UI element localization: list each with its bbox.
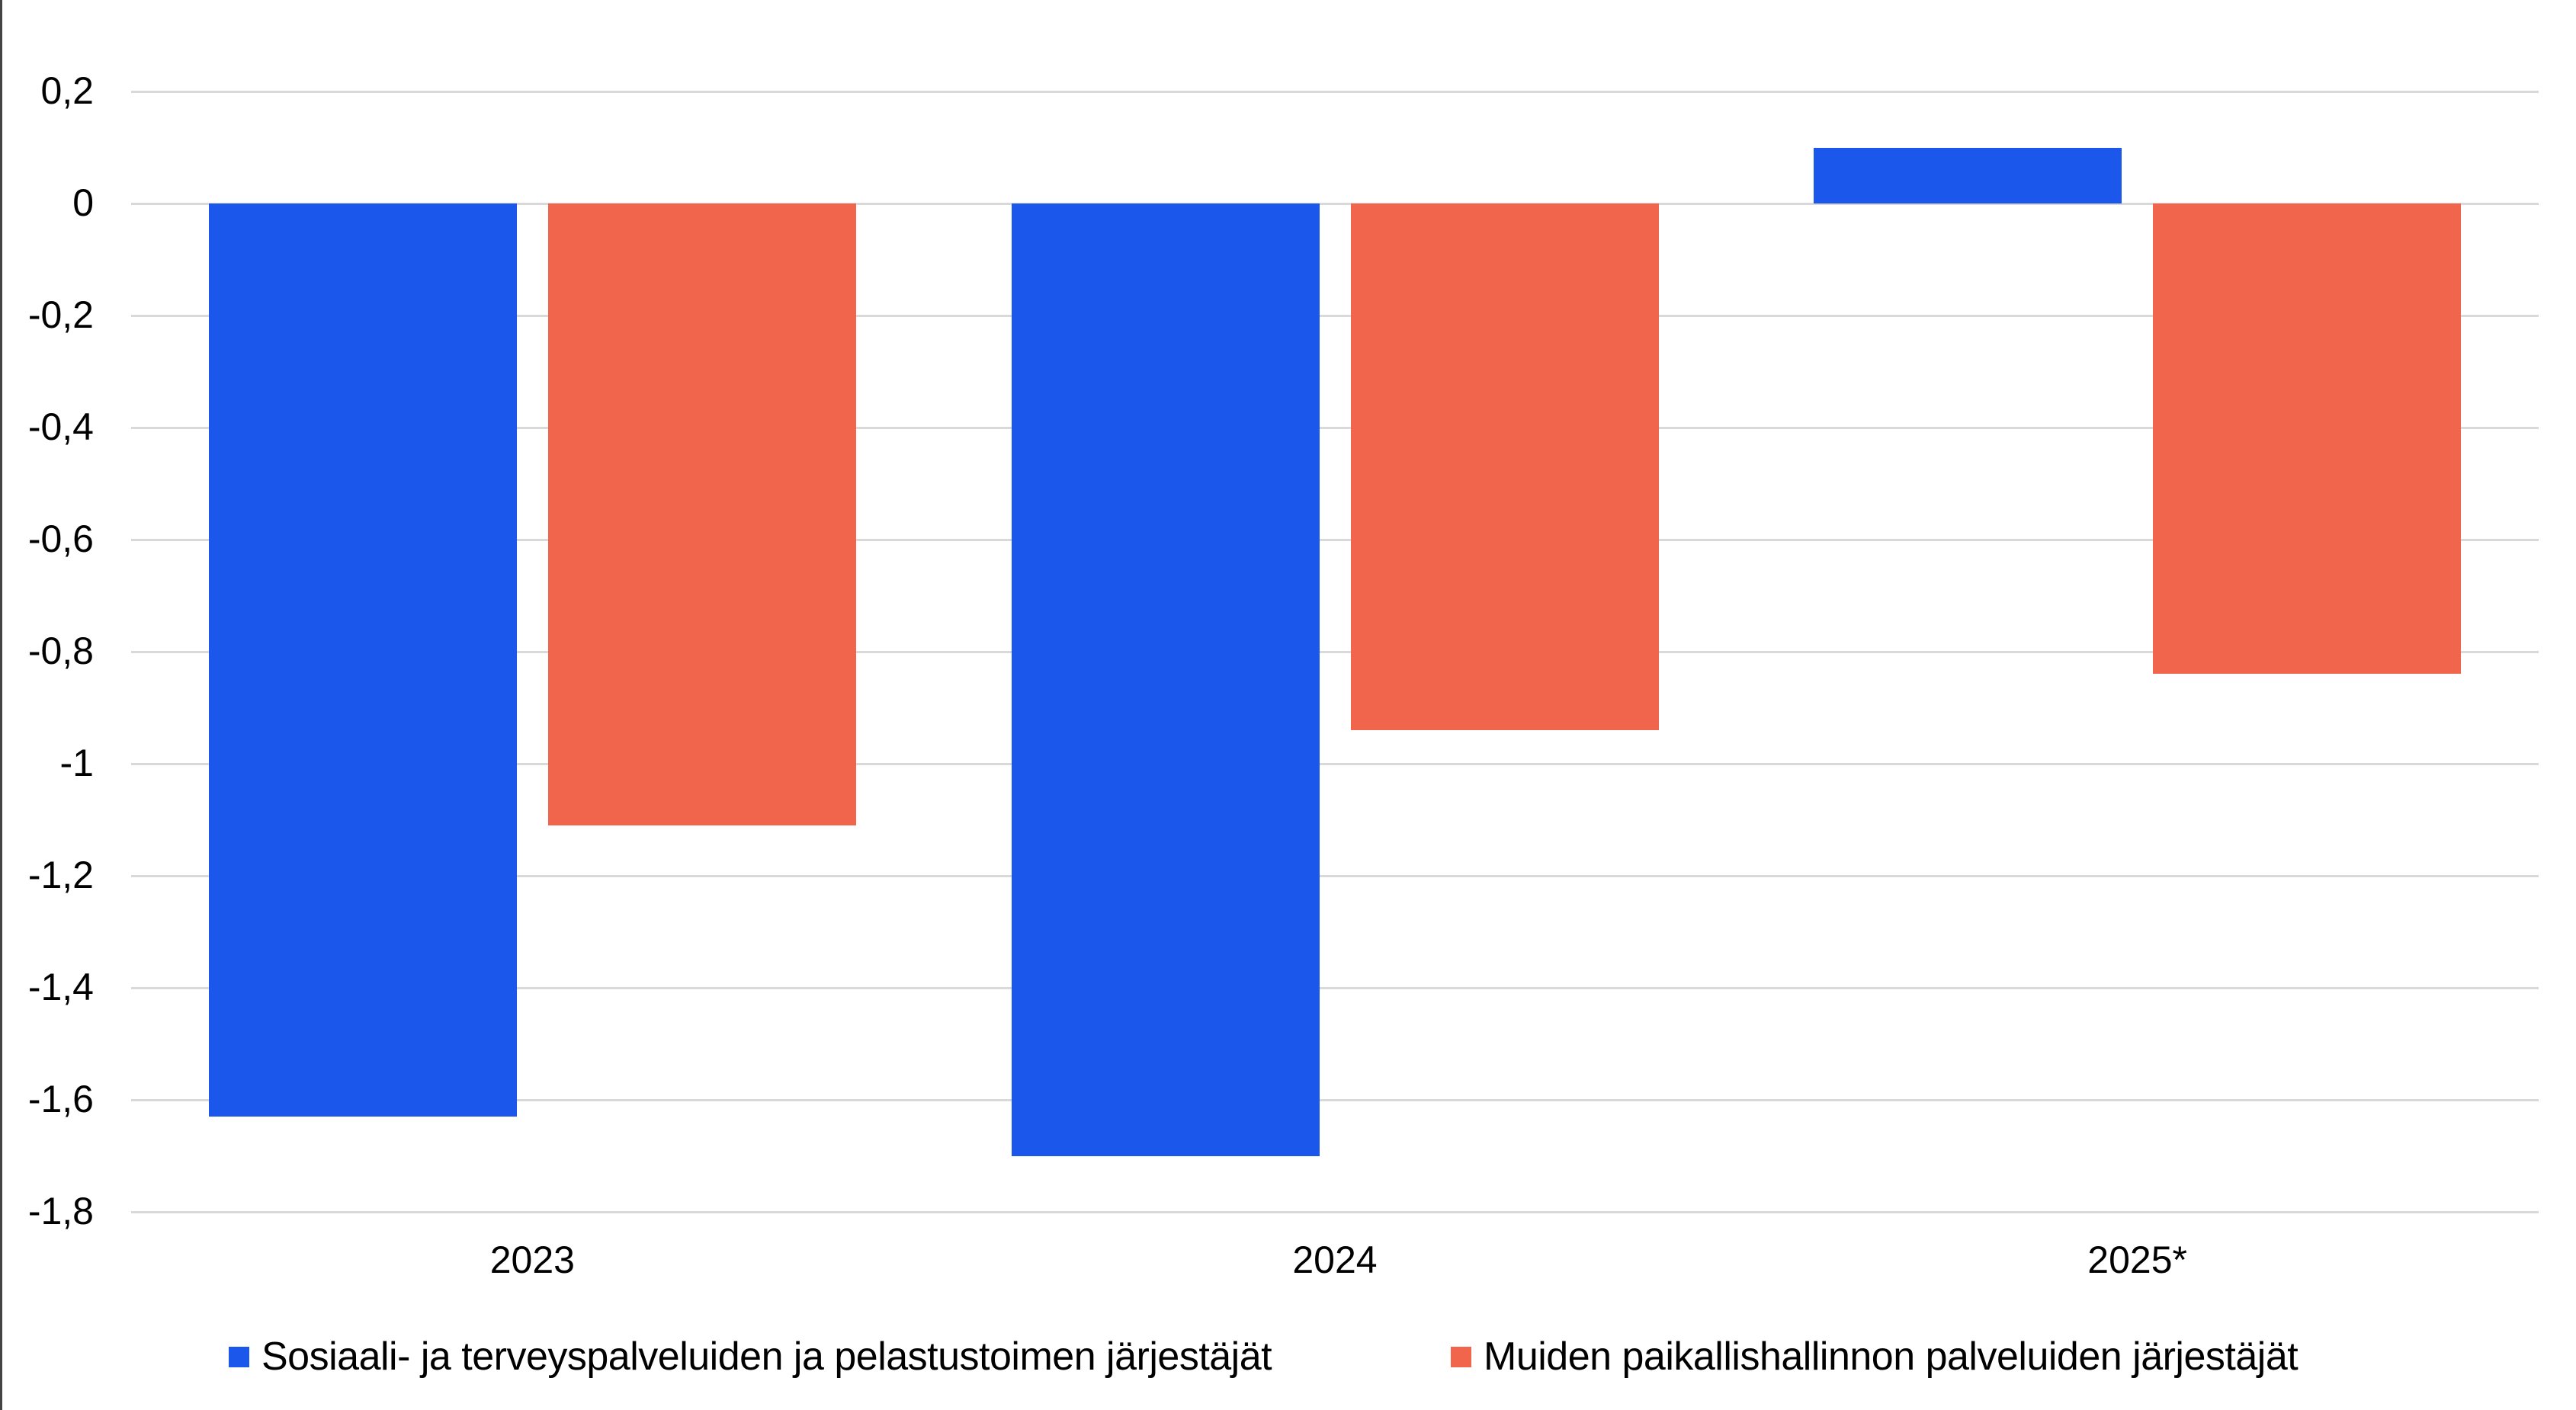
y-tick-label: -1 [59,742,94,784]
x-tick-label: 2023 [489,1239,575,1281]
gridline [131,203,2539,205]
legend: Sosiaali- ja terveyspalveluiden ja pelas… [0,1335,2576,1378]
gridline [131,315,2539,317]
bar-2025-series-1[interactable] [1814,147,2122,203]
y-tick-label: -1,2 [27,854,94,896]
x-tick-label: 2025* [2087,1239,2187,1281]
y-tick-label: -0,4 [27,405,94,448]
gridline [131,987,2539,989]
gridline [131,1211,2539,1213]
x-tick-label: 2024 [1292,1239,1378,1281]
gridline [131,427,2539,429]
y-tick-label: -1,6 [27,1078,94,1120]
chart-frame-border [0,0,2,1410]
y-tick-label: -1,4 [27,966,94,1008]
bar-2024-series-1[interactable] [1011,203,1320,1156]
gridline [131,539,2539,541]
bar-2025-series-2[interactable] [2153,203,2462,675]
y-tick-label: 0,2 [40,69,94,112]
legend-item-series-2[interactable]: Muiden paikallishallinnon palveluiden jä… [1451,1335,2299,1379]
gridline [131,763,2539,765]
y-tick-label: -0,6 [27,518,94,560]
y-tick-label: -1,8 [27,1190,94,1232]
bar-2023-series-1[interactable] [208,203,517,1117]
bar-2023-series-2[interactable] [547,203,856,825]
legend-swatch-blue-icon [229,1346,249,1367]
gridline [131,91,2539,93]
y-tick-label: -0,2 [27,293,94,336]
legend-item-series-1[interactable]: Sosiaali- ja terveyspalveluiden ja pelas… [229,1335,1272,1378]
legend-swatch-orange-icon [1451,1346,1471,1367]
legend-label: Sosiaali- ja terveyspalveluiden ja pelas… [261,1335,1272,1379]
y-tick-label: 0 [72,181,94,224]
y-tick-label: -0,8 [27,630,94,672]
bar-2024-series-2[interactable] [1350,203,1659,730]
gridline [131,1099,2539,1101]
gridline [131,651,2539,653]
gridline [131,875,2539,877]
legend-label: Muiden paikallishallinnon palveluiden jä… [1484,1335,2299,1379]
